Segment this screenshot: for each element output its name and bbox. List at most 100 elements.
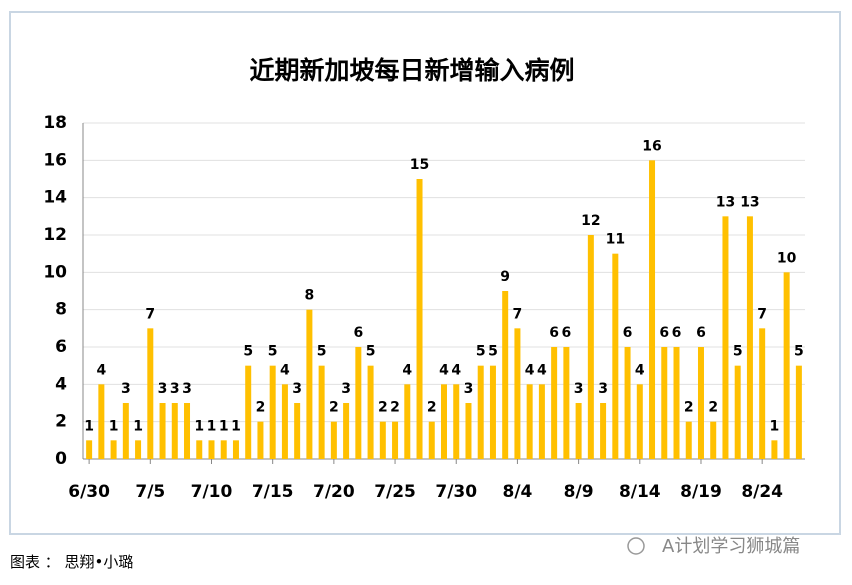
bar [330, 421, 337, 459]
bar [196, 440, 203, 459]
x-tick-label: 8/14 [619, 482, 661, 502]
data-label: 4 [537, 362, 547, 378]
bar [404, 384, 411, 459]
data-label: 5 [733, 344, 743, 360]
bar [563, 347, 570, 459]
data-label: 4 [402, 362, 412, 378]
data-label: 13 [716, 194, 735, 210]
data-label: 5 [366, 344, 376, 360]
bar [759, 328, 766, 459]
x-tick-label: 8/24 [741, 482, 783, 502]
bar [661, 347, 668, 459]
data-label: 4 [635, 362, 645, 378]
data-label: 7 [145, 306, 155, 322]
y-tick-label: 16 [43, 150, 67, 170]
data-label: 5 [317, 344, 327, 360]
bar [171, 403, 178, 459]
bar [551, 347, 558, 459]
bar [343, 403, 350, 459]
data-label: 5 [243, 344, 253, 360]
bar [367, 365, 374, 459]
bar [110, 440, 117, 459]
bar [441, 384, 447, 459]
bar [600, 403, 607, 459]
bar [673, 347, 680, 459]
bar [98, 384, 105, 459]
bar [159, 403, 166, 459]
chart-title: 近期新加坡每日新增输入病例 [249, 56, 574, 85]
data-label: 4 [96, 362, 106, 378]
bar [453, 384, 460, 459]
bar [428, 421, 435, 459]
x-tick-label: 7/20 [313, 482, 355, 502]
bar [502, 291, 509, 459]
data-label: 1 [770, 418, 780, 434]
y-tick-label: 8 [55, 300, 67, 320]
data-label: 5 [476, 344, 486, 360]
bar [281, 384, 288, 459]
y-tick-label: 6 [55, 337, 67, 357]
data-label: 6 [672, 325, 682, 341]
bar [783, 272, 790, 459]
y-tick-label: 12 [43, 225, 67, 245]
bar [392, 421, 399, 459]
data-label: 7 [757, 306, 767, 322]
data-label: 10 [777, 250, 797, 266]
bar [232, 440, 239, 459]
y-tick-label: 14 [43, 188, 67, 208]
bar [746, 216, 753, 459]
x-tick-label: 8/4 [502, 482, 532, 502]
data-label: 3 [464, 381, 474, 397]
bar [355, 347, 362, 459]
data-label: 7 [513, 306, 523, 322]
data-label: 15 [410, 157, 429, 173]
data-label: 2 [708, 400, 718, 416]
data-label: 1 [194, 418, 204, 434]
data-label: 6 [623, 325, 633, 341]
bar [710, 421, 717, 459]
bar [771, 440, 778, 459]
data-label: 5 [268, 344, 278, 360]
bar [636, 384, 643, 459]
data-label: 2 [256, 400, 266, 416]
bar [649, 160, 656, 460]
y-tick-label: 18 [43, 113, 67, 133]
data-label: 3 [574, 381, 584, 397]
data-label: 3 [341, 381, 351, 397]
bar [624, 347, 631, 459]
data-label: 3 [598, 381, 608, 397]
y-tick-label: 4 [55, 374, 67, 394]
data-label: 4 [280, 362, 290, 378]
watermark: A计划学习狮城篇 [662, 536, 800, 557]
bar [208, 440, 215, 459]
x-tick-label: 7/10 [191, 482, 233, 502]
data-label: 6 [659, 325, 669, 341]
data-label: 4 [451, 362, 461, 378]
data-label: 16 [642, 138, 661, 154]
y-tick-label: 0 [55, 449, 67, 469]
data-label: 4 [439, 362, 449, 378]
x-tick-label: 7/25 [374, 482, 416, 502]
bar [245, 365, 252, 459]
bar [526, 384, 533, 459]
data-label: 4 [525, 362, 535, 378]
data-label: 1 [84, 418, 94, 434]
data-label: 12 [581, 213, 600, 229]
data-label: 6 [549, 325, 559, 341]
data-label: 2 [390, 400, 400, 416]
data-label: 8 [305, 288, 315, 304]
bar [514, 328, 521, 459]
x-tick-label: 8/19 [680, 482, 722, 502]
data-label: 3 [292, 381, 302, 397]
bar [257, 421, 264, 459]
watermark-icon [627, 537, 645, 555]
data-label: 13 [740, 194, 759, 210]
data-label: 6 [696, 325, 706, 341]
bar [318, 365, 325, 459]
data-label: 3 [158, 381, 168, 397]
bar [379, 421, 386, 459]
data-label: 1 [133, 418, 143, 434]
data-label: 11 [606, 232, 625, 248]
frame [9, 11, 841, 535]
